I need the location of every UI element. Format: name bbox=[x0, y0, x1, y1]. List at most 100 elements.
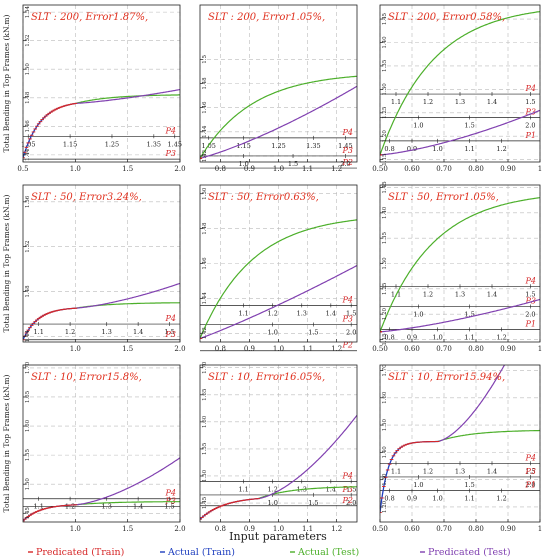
param-tick-label: 1.2 bbox=[496, 333, 506, 341]
x-tick-label: 1.5 bbox=[122, 525, 133, 533]
x-tick-label: 0.90 bbox=[500, 345, 516, 353]
y-tick-label: 1.55 bbox=[202, 442, 208, 455]
x-tick-label: 0.9 bbox=[244, 525, 255, 533]
series-actual-test bbox=[380, 197, 540, 333]
param-label: P4 bbox=[165, 314, 176, 323]
param-tick-label: 1.1 bbox=[34, 503, 44, 511]
y-tick-label: 1.45 bbox=[382, 181, 388, 194]
param-label: P3 bbox=[342, 146, 353, 155]
x-tick-label: 0.60 bbox=[404, 345, 420, 353]
legend-label: Predicated (Test) bbox=[428, 547, 511, 558]
series-predicated-test bbox=[258, 414, 357, 500]
param-tick-label: 0.9 bbox=[407, 333, 417, 341]
x-tick-label: 1.0 bbox=[70, 525, 81, 533]
x-tick-label: 1.1 bbox=[302, 345, 313, 353]
param-label: P4 bbox=[165, 489, 176, 498]
legend: Predicated (Train) Actual (Train) Actual (… bbox=[28, 547, 511, 558]
y-tick-label: 1.50 bbox=[202, 187, 208, 200]
x-tick-label: 0.50 bbox=[372, 525, 388, 533]
param-tick-label: 1.4 bbox=[133, 328, 143, 336]
y-tick-label: 1.65 bbox=[25, 390, 31, 403]
error-annotation: SLT : 200, Error1.05%, bbox=[208, 12, 325, 23]
param-tick-label: 1.0 bbox=[413, 481, 423, 489]
param-tick-label: 1.3 bbox=[455, 467, 465, 475]
legend-label: Predicated (Train) bbox=[36, 547, 124, 558]
y-tick-label: 1.30 bbox=[382, 83, 388, 96]
param-tick-label: 1.5 bbox=[346, 485, 356, 493]
y-tick-label: 1.40 bbox=[382, 206, 388, 219]
param-tick-label: 1.4 bbox=[133, 503, 143, 511]
x-axis-label: Input parameters bbox=[229, 530, 327, 543]
param-tick-label: 0.9 bbox=[407, 145, 417, 153]
param-tick-label: 2.0 bbox=[346, 329, 356, 337]
series-actual-test bbox=[200, 75, 357, 159]
x-tick-label: 1.0 bbox=[273, 345, 284, 353]
y-axis-label: Total Bending in Top Frames (kN.m) bbox=[2, 374, 11, 512]
param-tick-label: 1.3 bbox=[102, 503, 112, 511]
param-label: P3 bbox=[525, 467, 536, 476]
error-annotation: SLT : 200, Error1.87%, bbox=[31, 12, 148, 23]
y-tick-label: 1.35 bbox=[382, 232, 388, 245]
x-tick-label: 2.0 bbox=[174, 345, 185, 353]
y-tick-label: 1.35 bbox=[382, 59, 388, 72]
param-tick-label: 1.45 bbox=[168, 140, 182, 148]
param-tick-label: 0.8 bbox=[384, 145, 394, 153]
series-group bbox=[380, 365, 540, 513]
series-actual-test bbox=[437, 429, 540, 443]
param-tick-label: 1.2 bbox=[65, 328, 75, 336]
y-tick-label: 1.48 bbox=[25, 91, 31, 104]
y-tick-label: 1.42 bbox=[202, 150, 208, 162]
param-tick-label: 2.0 bbox=[525, 311, 535, 319]
series-predicated-test bbox=[200, 264, 357, 340]
param-tick-label: 1.0 bbox=[268, 329, 278, 337]
y-tick-label: 1.25 bbox=[382, 106, 388, 119]
error-annotation: SLT : 50, Error3.24%, bbox=[31, 192, 142, 203]
series-predicated-test bbox=[380, 109, 540, 156]
error-annotation: SLT : 10, Error16.05%, bbox=[208, 372, 325, 383]
y-tick-label: 1.45 bbox=[25, 507, 31, 520]
x-tick-label: 0.70 bbox=[436, 345, 452, 353]
param-label: P4 bbox=[342, 471, 353, 480]
param-label: P4 bbox=[165, 126, 176, 135]
param-label: P4 bbox=[525, 84, 536, 93]
x-tick-label: 0.80 bbox=[468, 165, 484, 173]
param-tick-label: 0.8 bbox=[384, 495, 394, 503]
y-tick-label: 1.42 bbox=[202, 327, 208, 339]
x-tick-label: 1.0 bbox=[70, 165, 81, 173]
y-tick-label: 1.50 bbox=[25, 63, 31, 76]
series-actual-test bbox=[75, 94, 180, 105]
y-tick-label: 1.60 bbox=[25, 419, 31, 432]
series-predicated-test bbox=[200, 85, 357, 159]
param-label: P1 bbox=[525, 481, 536, 490]
param-tick-label: 1.5 bbox=[346, 309, 356, 317]
legend-label: Actual (Train) bbox=[167, 547, 235, 558]
plot-frame bbox=[379, 364, 541, 523]
series-actual-test bbox=[380, 11, 540, 156]
y-tick-label: 1.5 bbox=[202, 54, 208, 63]
y-tick-label: 1.44 bbox=[202, 125, 208, 138]
param-tick-label: 1.0 bbox=[238, 160, 248, 168]
x-tick-label: 1.2 bbox=[331, 345, 342, 353]
plot-frame bbox=[22, 184, 181, 343]
param-tick-label: 1.5 bbox=[308, 329, 318, 337]
y-tick-label: 1.55 bbox=[25, 449, 31, 462]
param-tick-label: 1.5 bbox=[464, 121, 474, 129]
x-tick-label: 2.0 bbox=[174, 165, 185, 173]
x-tick-label: 1.2 bbox=[331, 165, 342, 173]
param-tick-label: 1.1 bbox=[391, 467, 401, 475]
y-tick-label: 1.20 bbox=[382, 308, 388, 321]
series-actual-test bbox=[200, 219, 357, 339]
series-actual-test bbox=[75, 501, 180, 506]
series-predicated-test bbox=[380, 298, 540, 333]
y-tick-label: 1.65 bbox=[202, 388, 208, 401]
param-tick-label: 0.8 bbox=[384, 333, 394, 341]
param-tick-label: 1.0 bbox=[413, 311, 423, 319]
param-tick-label: 1.15 bbox=[63, 140, 77, 148]
y-tick-label: 1.15 bbox=[382, 153, 388, 166]
